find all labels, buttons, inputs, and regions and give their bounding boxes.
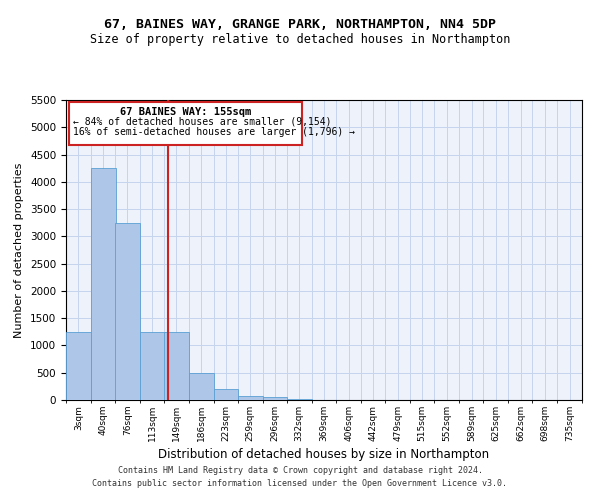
X-axis label: Distribution of detached houses by size in Northampton: Distribution of detached houses by size …: [158, 448, 490, 461]
Text: Size of property relative to detached houses in Northampton: Size of property relative to detached ho…: [90, 32, 510, 46]
Text: 16% of semi-detached houses are larger (1,796) →: 16% of semi-detached houses are larger (…: [73, 128, 355, 138]
Y-axis label: Number of detached properties: Number of detached properties: [14, 162, 25, 338]
Text: ← 84% of detached houses are smaller (9,154): ← 84% of detached houses are smaller (9,…: [73, 117, 332, 127]
Bar: [115, 222, 140, 400]
Bar: [66, 332, 91, 400]
Bar: [263, 398, 287, 400]
Bar: [214, 389, 238, 400]
Bar: [238, 396, 263, 400]
Text: 67, BAINES WAY, GRANGE PARK, NORTHAMPTON, NN4 5DP: 67, BAINES WAY, GRANGE PARK, NORTHAMPTON…: [104, 18, 496, 30]
Bar: [91, 168, 116, 400]
Text: Contains HM Land Registry data © Crown copyright and database right 2024.
Contai: Contains HM Land Registry data © Crown c…: [92, 466, 508, 487]
Bar: [189, 372, 214, 400]
Bar: [287, 399, 311, 400]
Text: 67 BAINES WAY: 155sqm: 67 BAINES WAY: 155sqm: [120, 107, 251, 117]
Bar: [164, 332, 189, 400]
FancyBboxPatch shape: [70, 102, 302, 144]
Bar: [140, 332, 164, 400]
